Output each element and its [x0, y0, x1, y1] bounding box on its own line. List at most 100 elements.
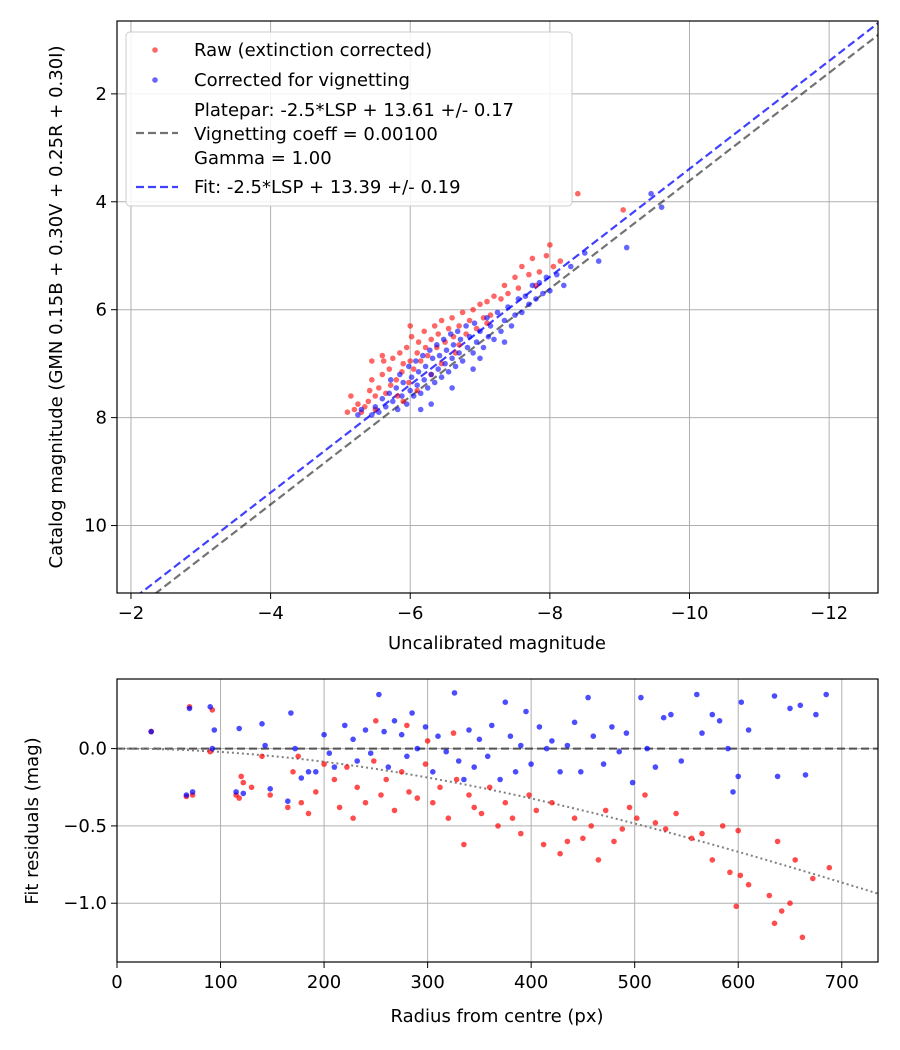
- legend: Raw (extinction corrected) Corrected for…: [125, 31, 573, 207]
- raw-point: [478, 810, 485, 817]
- raw-point: [414, 795, 421, 801]
- corrected-point: [554, 271, 560, 278]
- raw-point: [533, 807, 540, 814]
- raw-point: [379, 352, 386, 359]
- corrected-point: [549, 738, 555, 744]
- corrected-point: [487, 323, 494, 329]
- corrected-point: [449, 385, 455, 391]
- corrected-point: [240, 790, 247, 797]
- raw-point: [378, 792, 384, 798]
- raw-point: [373, 718, 379, 724]
- raw-point: [383, 776, 390, 783]
- raw-point: [810, 875, 816, 882]
- raw-point: [547, 242, 553, 248]
- corrected-point: [485, 333, 492, 340]
- y-tick-label: 0.0: [78, 739, 107, 760]
- raw-point: [634, 815, 640, 821]
- corrected-point: [236, 725, 242, 732]
- raw-point: [404, 722, 410, 729]
- corrected-point: [414, 382, 421, 389]
- corrected-point: [305, 769, 312, 775]
- raw-point: [354, 784, 361, 791]
- corrected-point: [638, 694, 644, 701]
- platepar-line: [154, 34, 878, 593]
- raw-point: [421, 328, 428, 335]
- raw-point: [699, 830, 705, 837]
- corrected-point: [466, 727, 472, 733]
- raw-point: [417, 358, 424, 364]
- raw-point: [477, 301, 483, 308]
- corrected-point: [540, 290, 546, 297]
- corrected-point: [547, 288, 553, 294]
- raw-point: [543, 252, 550, 259]
- corrected-point: [648, 190, 654, 197]
- residuals-plot-grid: [116, 679, 878, 962]
- corrected-point: [477, 355, 483, 362]
- corrected-point: [457, 336, 464, 343]
- corrected-point: [564, 742, 571, 749]
- raw-point: [369, 358, 375, 364]
- corrected-point: [429, 355, 436, 362]
- corrected-point: [471, 320, 478, 327]
- corrected-point: [774, 773, 781, 780]
- corrected-point: [408, 374, 415, 381]
- corrected-point: [387, 377, 394, 383]
- raw-point: [495, 823, 501, 829]
- raw-point: [390, 355, 396, 362]
- raw-point: [394, 393, 401, 399]
- corrected-point: [523, 708, 529, 715]
- corrected-point: [183, 792, 190, 798]
- corrected-point: [288, 710, 294, 716]
- corrected-point: [716, 718, 723, 724]
- corrected-point: [526, 301, 532, 308]
- raw-point: [428, 336, 435, 343]
- raw-point: [502, 799, 509, 806]
- raw-point: [466, 317, 473, 324]
- corrected-point: [502, 699, 509, 705]
- y-tick-label: −1.0: [63, 893, 107, 914]
- raw-point: [407, 358, 414, 364]
- raw-point: [727, 869, 733, 876]
- corrected-point: [494, 309, 501, 316]
- corrected-point: [518, 742, 524, 749]
- raw-point: [505, 290, 511, 297]
- corrected-point: [431, 379, 438, 386]
- raw-point: [290, 769, 296, 775]
- corrected-point: [477, 328, 483, 335]
- raw-point: [410, 366, 417, 372]
- y-tick-label: 8: [96, 408, 107, 429]
- raw-point: [238, 773, 244, 780]
- corrected-point: [480, 344, 487, 351]
- legend-fit-label: Fit: -2.5*LSP + 13.39 +/- 0.19: [194, 177, 461, 198]
- corrected-point: [393, 385, 400, 391]
- raw-point: [549, 799, 555, 806]
- corrected-point: [455, 758, 462, 764]
- raw-point: [526, 792, 532, 798]
- corrected-point: [609, 724, 615, 730]
- raw-point: [403, 344, 410, 351]
- raw-point: [344, 409, 351, 416]
- raw-point: [331, 776, 338, 783]
- raw-point: [778, 908, 785, 914]
- corrected-point: [787, 705, 793, 712]
- corrected-point: [376, 691, 382, 698]
- raw-point: [509, 815, 516, 821]
- corrected-point: [498, 328, 504, 335]
- raw-point: [766, 892, 773, 899]
- x-tick-label: −6: [397, 603, 424, 624]
- corrected-point: [561, 282, 567, 289]
- fit-line: [138, 22, 878, 593]
- raw-point: [575, 190, 581, 197]
- raw-point: [393, 377, 400, 383]
- x-tick-label: 400: [514, 972, 548, 993]
- corrected-point: [435, 366, 442, 372]
- raw-point: [376, 385, 382, 391]
- y-tick-label: 2: [96, 84, 107, 105]
- corrected-point: [298, 775, 305, 781]
- corrected-point: [407, 387, 414, 394]
- raw-point: [430, 799, 436, 806]
- corrected-point: [522, 293, 529, 300]
- corrected-point: [473, 339, 480, 345]
- corrected-point: [668, 711, 674, 718]
- raw-point: [285, 804, 291, 811]
